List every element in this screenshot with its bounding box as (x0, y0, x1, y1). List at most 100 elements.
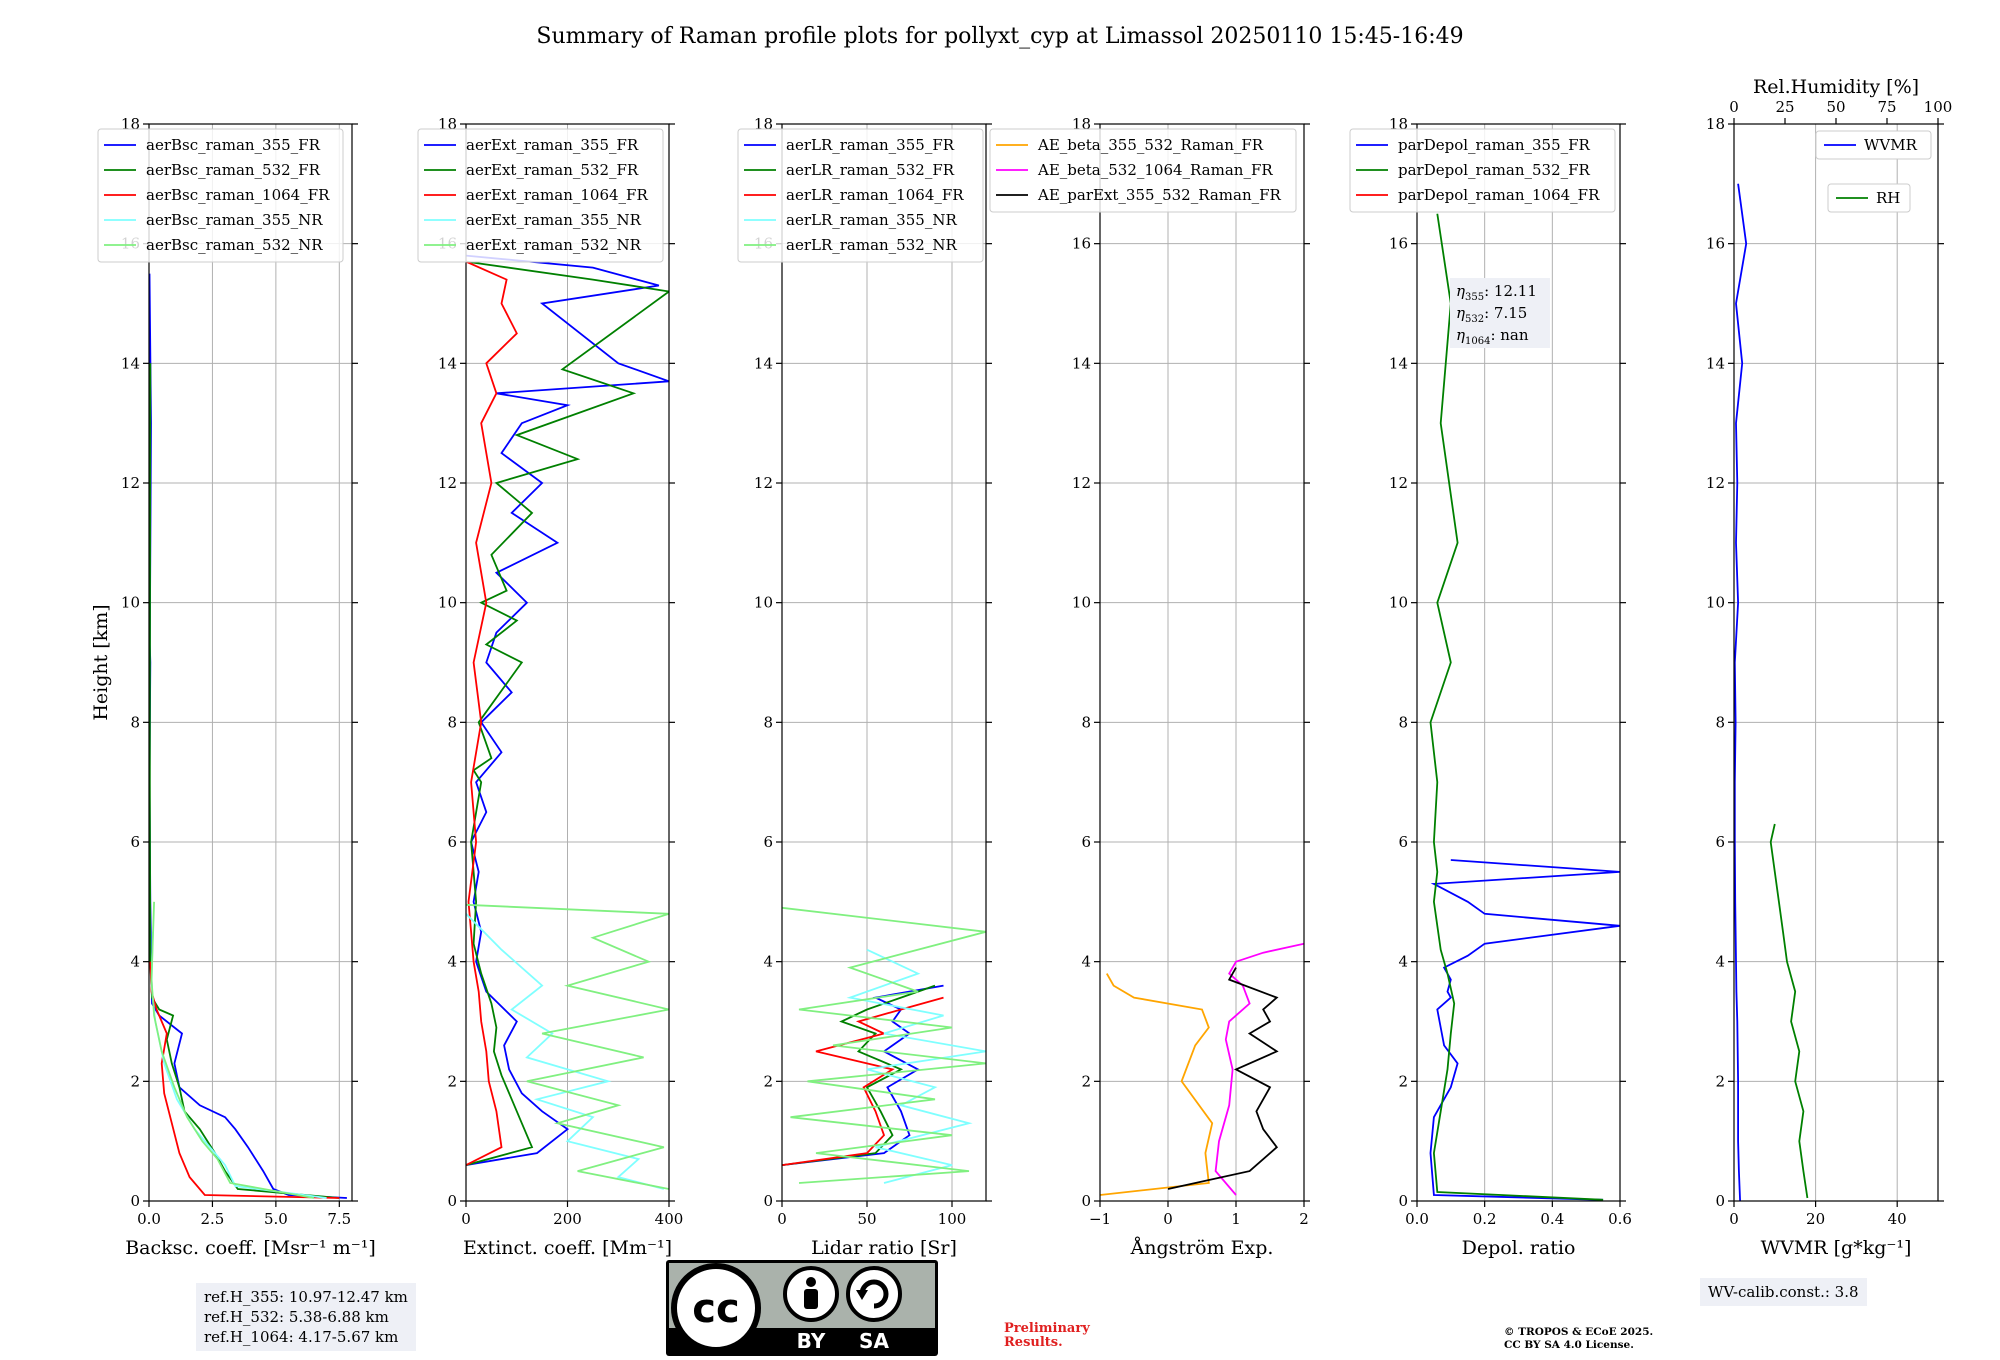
y-tick-label: 14 (754, 354, 773, 372)
legend-label: parDepol_raman_532_FR (1398, 161, 1591, 179)
legend-label: RH (1876, 189, 1900, 207)
copyright-line-2: CC BY SA 4.0 License. (1504, 1339, 1634, 1351)
panel-2: 0246810121416180200400Extinct. coeff. [M… (417, 115, 684, 1259)
series-line-aerlr-raman-355-fr (782, 984, 944, 1166)
x-tick-label: 0 (461, 1210, 471, 1228)
series-line-aerext-raman-355-nr (466, 913, 665, 1190)
y-tick-label: 14 (1706, 354, 1725, 372)
y-tick-label: 0 (1715, 1192, 1725, 1210)
copyright-line-1: © TROPOS & ECoE 2025. (1504, 1326, 1654, 1338)
figure-title: Summary of Raman profile plots for polly… (536, 24, 1463, 49)
y-tick-label: 6 (763, 833, 773, 851)
x-tick-label: 0.2 (1473, 1210, 1497, 1228)
y-tick-label: 12 (1072, 474, 1091, 492)
series-line-ae-beta-355-532-raman-fr (1100, 973, 1214, 1196)
y-tick-label: 6 (130, 833, 140, 851)
x-axis-label: Depol. ratio (1462, 1237, 1576, 1259)
y-tick-label: 12 (754, 474, 773, 492)
legend-label: aerExt_raman_1064_FR (466, 186, 648, 204)
y-tick-label: 0 (763, 1192, 773, 1210)
y-tick-label: 0 (1081, 1192, 1091, 1210)
series-line-aerbsc-raman-532-nr (150, 901, 315, 1199)
y-tick-label: 14 (438, 354, 457, 372)
legend-box (1815, 130, 1932, 160)
series-line-aerbsc-raman-355-nr (150, 931, 327, 1199)
y-tick-label: 0 (1398, 1192, 1408, 1210)
y-tick-label: 12 (438, 474, 457, 492)
x-tick-label: 100 (938, 1210, 967, 1228)
y-tick-label: 4 (1715, 953, 1725, 971)
y-tick-label: 2 (1081, 1072, 1091, 1090)
y-tick-label: 8 (447, 713, 457, 731)
y-tick-label: 18 (1706, 115, 1725, 133)
x-axis-label: Extinct. coeff. [Mm⁻¹] (463, 1237, 672, 1259)
y-tick-label: 8 (763, 713, 773, 731)
axes-frame (1416, 123, 1621, 1202)
legend-box (737, 128, 984, 263)
legend-label: aerBsc_raman_355_NR (146, 211, 323, 229)
legend-label: aerExt_raman_355_NR (466, 211, 642, 229)
y-tick-label: 14 (1389, 354, 1408, 372)
y-tick-label: 10 (754, 594, 773, 612)
x-tick-label: 1 (1231, 1210, 1241, 1228)
y-tick-label: 6 (1081, 833, 1091, 851)
legend-label: AE_parExt_355_532_Raman_FR (1037, 186, 1282, 204)
ref-height-532: ref.H_532: 5.38-6.88 km (204, 1308, 389, 1326)
legend-label: aerExt_raman_532_NR (466, 236, 642, 254)
y-tick-label: 4 (763, 953, 773, 971)
legend-label: aerLR_raman_532_NR (786, 236, 957, 254)
copyright-note: © TROPOS & ECoE 2025. CC BY SA 4.0 Licen… (1504, 1326, 1653, 1352)
axes-frame (148, 123, 353, 1202)
y-tick-label: 10 (1072, 594, 1091, 612)
x-tick-label: 2 (1299, 1210, 1309, 1228)
y-tick-label: 8 (1081, 713, 1091, 731)
x-axis-label: Ångström Exp. (1130, 1237, 1274, 1259)
y-tick-label: 10 (438, 594, 457, 612)
series-line-aerbsc-raman-532-fr (149, 363, 340, 1199)
eta-label-532: η532: 7.15 (1456, 304, 1527, 325)
cc-sa-label: SA (859, 1329, 889, 1353)
legend-box (97, 128, 344, 263)
series-line-pardepol-raman-532-fr (1429, 213, 1604, 1201)
y-tick-label: 12 (1389, 474, 1408, 492)
legend-label: aerLR_raman_355_FR (786, 136, 955, 154)
x-tick-label: 7.5 (327, 1210, 351, 1228)
legend-label: parDepol_raman_1064_FR (1398, 186, 1600, 204)
y-tick-label: 0 (130, 1192, 140, 1210)
preliminary-line-1: Preliminary (1004, 1321, 1090, 1336)
y-tick-label: 2 (763, 1072, 773, 1090)
y-tick-label: 2 (447, 1072, 457, 1090)
svg-text:cc: cc (692, 1286, 739, 1332)
y-tick-label: 12 (1706, 474, 1725, 492)
y-tick-label: 4 (130, 953, 140, 971)
series-line-aerext-raman-355-fr (466, 254, 669, 1166)
sa-icon (846, 1266, 902, 1322)
legend-label: aerBsc_raman_532_NR (146, 236, 323, 254)
series-group (1429, 213, 1620, 1201)
y-tick-label: 4 (1081, 953, 1091, 971)
preliminary-line-2: Results. (1004, 1335, 1063, 1350)
x-tick-label: 2.5 (201, 1210, 225, 1228)
legend-label: WVMR (1864, 136, 1918, 154)
x-tick-label: 400 (655, 1210, 684, 1228)
series-line-aerlr-raman-532-nr (782, 906, 986, 1184)
y-tick-label: 12 (121, 474, 140, 492)
x-tick-label: 0 (777, 1210, 787, 1228)
x-axis-label: Lidar ratio [Sr] (811, 1237, 957, 1259)
y-tick-label: 2 (1715, 1072, 1725, 1090)
series-line-aerbsc-raman-355-fr (149, 273, 347, 1199)
y-axis-label: Height [km] (90, 604, 112, 720)
series-group (466, 254, 669, 1190)
legend-label: AE_beta_532_1064_Raman_FR (1037, 161, 1273, 179)
x2-tick-label: 0 (1729, 98, 1739, 116)
axes-frame (1099, 123, 1305, 1202)
legend-label: aerBsc_raman_1064_FR (146, 186, 330, 204)
eta-label-355: η355: 12.11 (1456, 282, 1537, 303)
x2-tick-label: 50 (1826, 98, 1845, 116)
legend-label: AE_beta_355_532_Raman_FR (1037, 136, 1264, 154)
